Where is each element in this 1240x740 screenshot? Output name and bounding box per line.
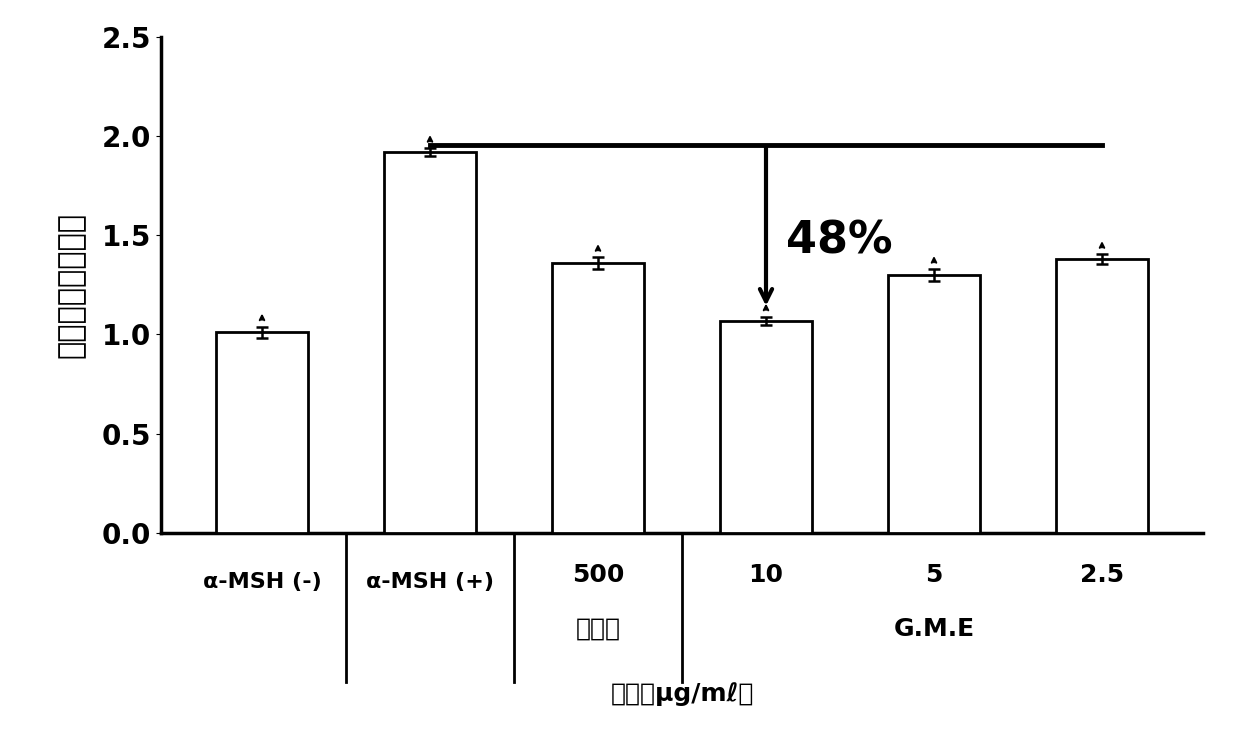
Text: 48%: 48% — [786, 220, 893, 263]
Text: 5: 5 — [925, 562, 942, 587]
Text: G.M.E: G.M.E — [894, 617, 975, 641]
Bar — [888, 275, 980, 533]
Text: 2.5: 2.5 — [1080, 562, 1125, 587]
Text: α-MSH (-): α-MSH (-) — [202, 573, 321, 593]
Bar — [216, 332, 309, 533]
Bar — [719, 320, 812, 533]
Text: 500: 500 — [572, 562, 624, 587]
Bar — [384, 152, 476, 533]
Y-axis label: 黑色素生物合成率: 黑色素生物合成率 — [56, 212, 86, 358]
Text: α-MSH (+): α-MSH (+) — [366, 573, 494, 593]
Text: 10: 10 — [749, 562, 784, 587]
Text: 浓度（μg/mℓ）: 浓度（μg/mℓ） — [610, 682, 754, 705]
Text: 熊果苷: 熊果苷 — [575, 617, 620, 641]
Bar — [1055, 259, 1148, 533]
Bar — [552, 263, 645, 533]
